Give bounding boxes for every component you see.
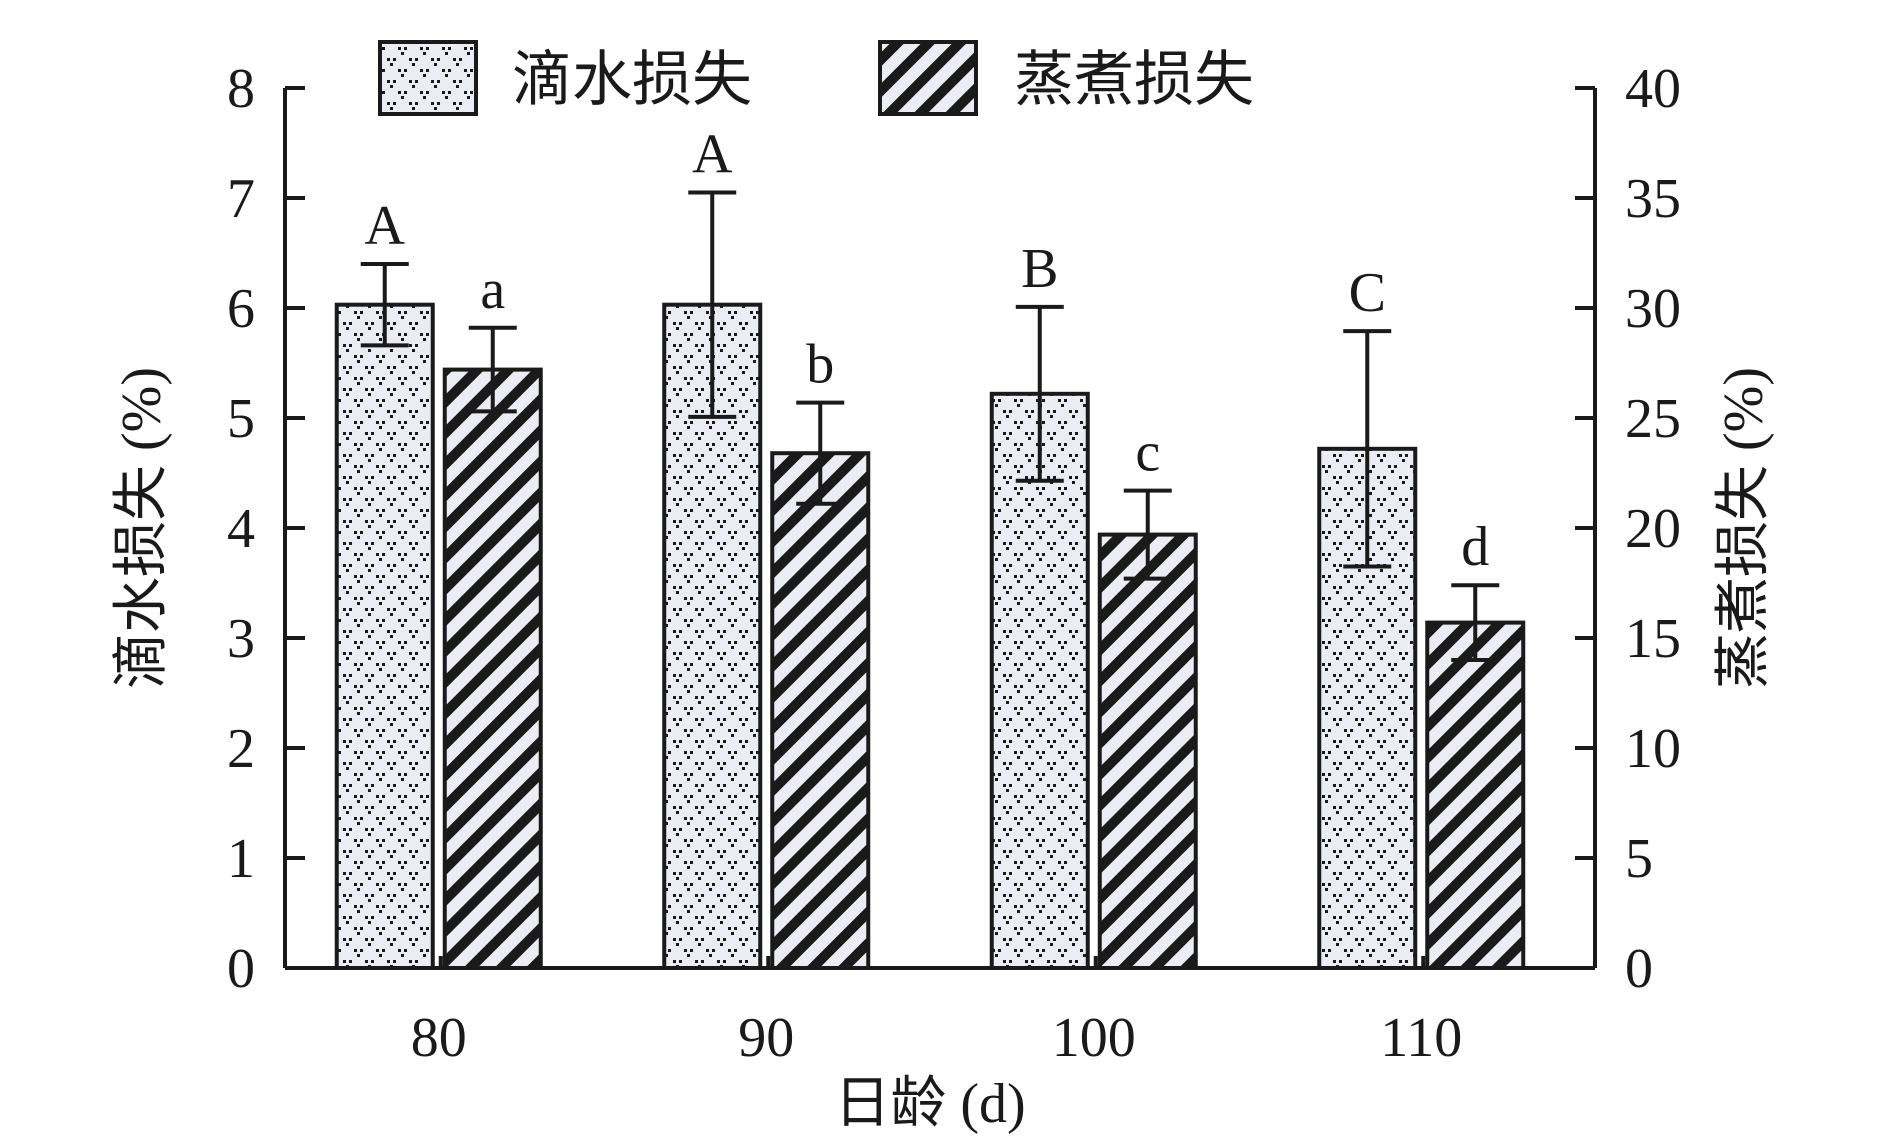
bar-series-1 xyxy=(989,391,1090,970)
y-left-tick-label: 2 xyxy=(227,718,255,780)
significance-letter: A xyxy=(365,195,406,257)
legend-swatch-series-2 xyxy=(878,40,978,116)
y-left-tick-label: 8 xyxy=(227,58,255,120)
significance-letter: C xyxy=(1349,262,1386,324)
x-tick-label: 80 xyxy=(411,1007,467,1069)
x-tick-label: 90 xyxy=(738,1007,794,1069)
y-left-tick-label: 5 xyxy=(227,388,255,450)
legend-label-series-1: 滴水损失 xyxy=(512,47,752,113)
significance-letter: a xyxy=(480,259,505,321)
legend-swatch-series-1 xyxy=(378,40,478,116)
y-right-tick-label: 5 xyxy=(1625,828,1653,890)
y-left-tick-label: 3 xyxy=(227,608,255,670)
y-right-tick-label: 40 xyxy=(1625,58,1681,120)
y-axis-left-title: 滴水损失 (%) xyxy=(111,367,173,689)
x-tick-label: 100 xyxy=(1052,1007,1136,1069)
legend: 滴水损失 蒸煮损失 xyxy=(378,40,1254,116)
bar-series-2 xyxy=(442,367,543,971)
bars: Aa Ab Bc Cd xyxy=(334,124,1526,971)
y-right-tick-label: 0 xyxy=(1625,938,1653,1000)
significance-letter: c xyxy=(1135,422,1160,484)
bar-series-2 xyxy=(1425,620,1526,970)
y-left-tick-label: 0 xyxy=(227,938,255,1000)
y-axis-right-title: 蒸煮损失 (%) xyxy=(1713,367,1775,689)
bar-series-2 xyxy=(1097,532,1198,970)
y-left-tick-label: 4 xyxy=(227,498,255,560)
x-tick-label: 110 xyxy=(1380,1007,1462,1069)
y-left-tick-label: 7 xyxy=(227,168,255,230)
legend-label-series-2: 蒸煮损失 xyxy=(1014,47,1254,113)
y-right-tick-label: 10 xyxy=(1625,718,1681,780)
y-right-tick-label: 30 xyxy=(1625,278,1681,340)
y-right-tick-label: 25 xyxy=(1625,388,1681,450)
y-right-tick-label: 20 xyxy=(1625,498,1681,560)
significance-letter: b xyxy=(806,334,834,396)
bar-series-2 xyxy=(770,451,871,970)
significance-letter: d xyxy=(1461,516,1489,578)
significance-letter: B xyxy=(1021,238,1058,300)
y-left-tick-label: 1 xyxy=(227,828,255,890)
y-right-tick-label: 35 xyxy=(1625,168,1681,230)
y-left-tick-label: 6 xyxy=(227,278,255,340)
x-axis-title: 日龄 (d) xyxy=(834,1073,1025,1135)
significance-letter: A xyxy=(692,124,733,186)
y-right-tick-label: 15 xyxy=(1625,608,1681,670)
bar-series-1 xyxy=(334,302,435,970)
